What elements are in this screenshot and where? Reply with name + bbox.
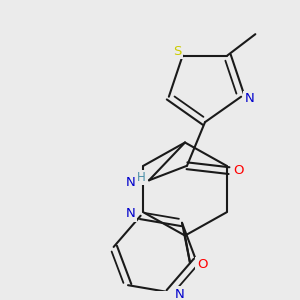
Text: N: N: [126, 176, 136, 189]
Text: N: N: [175, 288, 184, 300]
Text: N: N: [244, 92, 254, 105]
Text: H: H: [136, 171, 146, 184]
Text: S: S: [173, 45, 182, 58]
Text: O: O: [197, 258, 207, 271]
Text: O: O: [234, 164, 244, 177]
Text: N: N: [126, 207, 136, 220]
